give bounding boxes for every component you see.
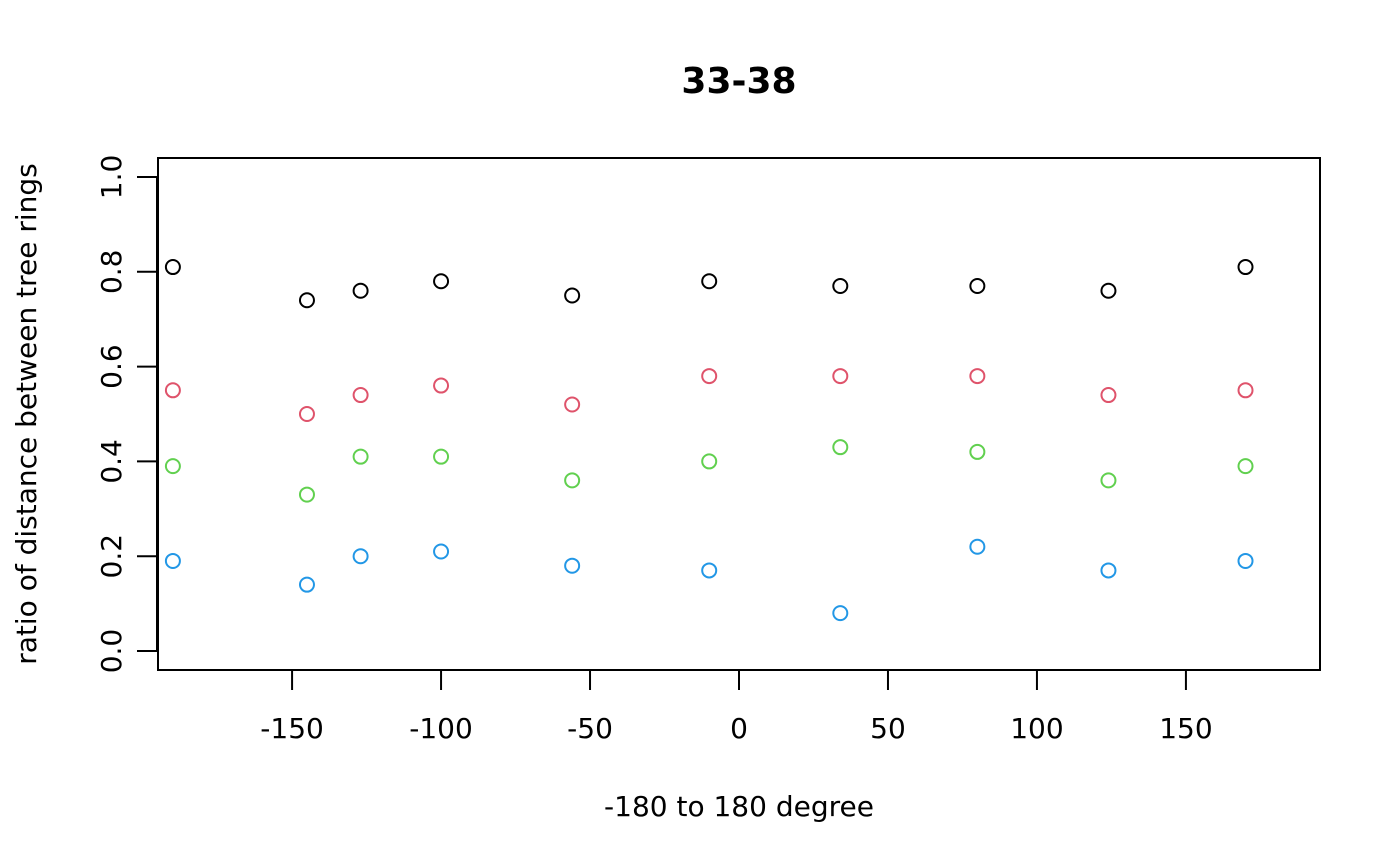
x-tick-label: -50 (567, 712, 613, 745)
y-tick-label: 1.0 (95, 155, 128, 200)
data-point-series-1 (352, 282, 369, 299)
data-point-series-1 (164, 259, 181, 276)
data-point-series-1 (433, 273, 450, 290)
x-axis-title: -180 to 180 degree (604, 790, 874, 823)
data-point-series-3 (564, 472, 581, 489)
data-point-series-2 (1237, 382, 1254, 399)
data-point-series-3 (969, 443, 986, 460)
data-point-series-3 (1100, 472, 1117, 489)
data-point-series-3 (352, 448, 369, 465)
data-point-series-2 (298, 406, 315, 422)
data-point-series-3 (433, 448, 450, 465)
x-tick-label: 50 (870, 712, 906, 745)
data-point-series-3 (298, 486, 315, 503)
data-point-series-1 (564, 287, 581, 304)
data-point-series-4 (832, 605, 849, 622)
y-axis-title: ratio of distance between tree rings (10, 163, 43, 665)
data-point-series-1 (1237, 259, 1254, 276)
chart-title: 33-38 (681, 61, 796, 102)
x-tick-label: 150 (1159, 712, 1212, 745)
data-point-series-1 (969, 278, 986, 294)
data-point-series-1 (832, 278, 849, 294)
data-point-series-4 (701, 562, 718, 579)
data-point-series-2 (701, 368, 718, 385)
data-points (164, 259, 1254, 622)
data-point-series-4 (969, 538, 986, 555)
data-point-series-4 (1100, 562, 1117, 579)
x-tick-label: 0 (730, 712, 748, 745)
x-tick-label: 100 (1010, 712, 1063, 745)
y-tick-label: 0.2 (95, 534, 128, 579)
x-tick-label: -100 (409, 712, 473, 745)
data-point-series-2 (564, 396, 581, 413)
y-tick-label: 0.6 (95, 344, 128, 389)
data-point-series-1 (1100, 282, 1117, 299)
y-tick-label: 0.8 (95, 250, 128, 295)
data-point-series-4 (298, 576, 315, 593)
data-point-series-2 (433, 377, 450, 394)
data-point-series-3 (832, 439, 849, 456)
data-point-series-2 (832, 368, 849, 385)
data-point-series-4 (564, 557, 581, 574)
data-point-series-1 (298, 292, 315, 309)
data-point-series-3 (1237, 458, 1254, 475)
y-tick-label: 0.4 (95, 439, 128, 484)
data-point-series-2 (969, 368, 986, 385)
data-point-series-2 (352, 387, 369, 404)
x-tick-label: -150 (260, 712, 324, 745)
data-point-series-3 (164, 458, 181, 475)
y-axis: 0.0 0.2 0.4 0.6 0.8 1.0 (95, 155, 158, 674)
data-point-series-4 (433, 543, 450, 560)
data-point-series-1 (701, 273, 718, 290)
x-axis: -150 -100 -50 0 50 100 150 (260, 669, 1213, 745)
data-point-series-2 (1100, 387, 1117, 404)
plot-frame (157, 157, 1321, 671)
data-point-series-4 (352, 548, 369, 565)
data-point-series-4 (164, 552, 181, 569)
data-point-series-4 (1237, 552, 1254, 569)
data-point-series-3 (701, 453, 718, 470)
data-point-series-2 (164, 382, 181, 399)
y-tick-label: 0.0 (95, 629, 128, 674)
